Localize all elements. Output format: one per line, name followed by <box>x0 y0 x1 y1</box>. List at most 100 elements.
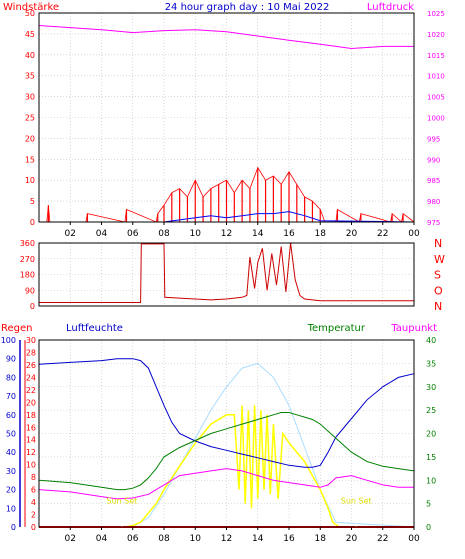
humidity-y-tick-label: 40 <box>6 448 16 457</box>
wind-y-tick-label: 15 <box>25 155 35 164</box>
sunset-annotation: Sun Set <box>341 497 372 506</box>
compass-label: S <box>434 269 441 282</box>
rain-y-tick-label: 10 <box>26 461 36 470</box>
pressure-y-tick-label: 1025 <box>427 10 445 18</box>
temperature-y-tick-label: 10 <box>426 476 436 485</box>
wind-average-line <box>39 211 415 223</box>
rain-y-tick-label: 30 <box>26 336 36 345</box>
temperature-line <box>38 412 415 491</box>
compass-label: N <box>434 237 442 250</box>
x-tick-label: 02 <box>65 534 76 544</box>
humidity-y-tick-label: 90 <box>6 355 16 364</box>
temperature-y-tick-label: 35 <box>426 359 436 368</box>
humidity-y-tick-label: 100 <box>1 336 16 345</box>
pressure-y-tick-label: 980 <box>427 198 440 206</box>
pressure-y-tick-label: 975 <box>427 219 440 227</box>
x-tick-label: 00 <box>408 229 420 239</box>
pressure-y-tick-label: 990 <box>427 156 440 164</box>
rain-y-tick-label: 6 <box>31 486 36 495</box>
x-tick-label: 14 <box>252 534 264 544</box>
wind-y-tick-label: 50 <box>25 9 35 18</box>
x-tick-label: 10 <box>190 229 202 239</box>
sunset-annotation: Sun Set <box>106 497 137 506</box>
rain-y-tick-label: 18 <box>26 411 36 420</box>
temperature-y-tick-label: 5 <box>426 500 431 509</box>
temperature-label: Temperatur <box>307 323 366 334</box>
wind-y-tick-label: 35 <box>25 72 35 81</box>
x-tick-label: 16 <box>283 534 295 544</box>
direction-y-tick-label: 180 <box>20 271 35 280</box>
direction-y-tick-label: 270 <box>20 255 35 264</box>
x-tick-label: 20 <box>346 534 358 544</box>
x-tick-label: 02 <box>65 229 76 239</box>
wind-y-tick-label: 25 <box>25 114 35 123</box>
temperature-y-tick-label: 0 <box>426 523 431 532</box>
compass-label: O <box>434 284 443 297</box>
dewpoint-line <box>38 468 414 500</box>
x-tick-label: 22 <box>377 229 388 239</box>
rain-y-tick-label: 24 <box>26 373 36 382</box>
rain-y-tick-label: 14 <box>26 436 36 445</box>
rain-y-tick-label: 0 <box>31 523 36 532</box>
rain-y-tick-label: 2 <box>31 511 36 520</box>
x-tick-label: 16 <box>283 229 295 239</box>
wind-y-tick-label: 0 <box>30 218 35 227</box>
x-tick-label: 10 <box>190 534 202 544</box>
wind-y-tick-label: 10 <box>25 176 35 185</box>
panel-frame-2 <box>38 242 415 307</box>
x-tick-label: 04 <box>96 229 108 239</box>
x-tick-label: 00 <box>408 534 420 544</box>
compass-label: N <box>434 300 442 313</box>
pressure-y-tick-label: 1010 <box>427 73 445 81</box>
x-tick-label: 18 <box>315 229 327 239</box>
rain-y-tick-label: 28 <box>26 348 36 357</box>
pressure-y-tick-label: 1020 <box>427 31 445 39</box>
direction-y-tick-label: 0 <box>30 302 35 311</box>
pressure-y-tick-label: 1000 <box>427 115 445 123</box>
humidity-y-tick-label: 80 <box>6 373 16 382</box>
wind-y-tick-label: 30 <box>25 93 35 102</box>
humidity-y-tick-label: 20 <box>6 486 16 495</box>
humidity-y-tick-label: 70 <box>6 392 16 401</box>
humidity-label: Luftfeuchte <box>66 323 123 334</box>
rain-y-tick-label: 8 <box>31 473 36 482</box>
rain-y-tick-label: 12 <box>26 448 36 457</box>
wind-y-tick-label: 20 <box>25 134 35 143</box>
temperature-y-tick-label: 20 <box>426 430 436 439</box>
direction-line <box>39 242 414 303</box>
rain-y-tick-label: 16 <box>26 423 36 432</box>
temperature-y-tick-label: 40 <box>426 336 436 345</box>
x-tick-label: 04 <box>96 534 108 544</box>
pressure-y-tick-label: 1005 <box>427 94 445 102</box>
pressure-line <box>38 25 414 50</box>
dewpoint-label: Taupunkt <box>390 323 437 334</box>
x-tick-label: 20 <box>346 229 358 239</box>
uv-line <box>39 362 415 528</box>
rain-label: Regen <box>1 323 33 334</box>
temperature-y-tick-label: 30 <box>426 383 436 392</box>
wind-y-tick-label: 40 <box>25 51 35 60</box>
compass-label: W <box>434 253 445 266</box>
pressure-y-tick-label: 985 <box>427 177 440 185</box>
chart-title: 24 hour graph day : 10 Mai 2022 <box>165 2 330 13</box>
x-tick-label: 12 <box>221 229 232 239</box>
humidity-y-tick-label: 30 <box>6 467 16 476</box>
humidity-y-tick-label: 50 <box>6 430 16 439</box>
rain-y-tick-label: 22 <box>26 386 36 395</box>
direction-y-tick-label: 360 <box>20 239 35 248</box>
x-tick-label: 08 <box>158 534 170 544</box>
humidity-line <box>38 358 415 468</box>
humidity-y-tick-label: 60 <box>6 411 16 420</box>
temperature-y-tick-label: 25 <box>426 406 436 415</box>
pressure-axis-label: Luftdruck <box>367 2 414 13</box>
temperature-y-tick-label: 15 <box>426 453 436 462</box>
x-tick-label: 08 <box>158 229 170 239</box>
pressure-y-tick-label: 1015 <box>427 52 445 60</box>
x-tick-label: 14 <box>252 229 264 239</box>
rain-y-tick-label: 20 <box>26 398 36 407</box>
x-tick-label: 18 <box>315 534 327 544</box>
wind-y-tick-label: 45 <box>25 30 35 39</box>
x-tick-label: 12 <box>221 534 232 544</box>
